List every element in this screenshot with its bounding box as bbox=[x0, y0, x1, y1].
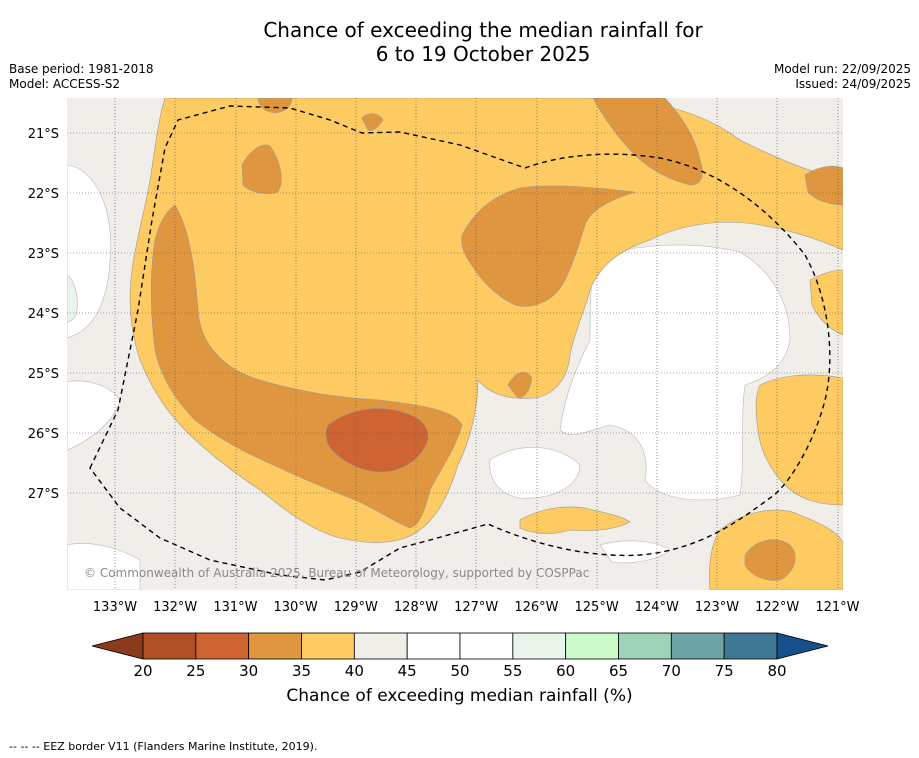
colorbar-segment bbox=[565, 632, 619, 660]
region-yellow-east-edge bbox=[809, 269, 843, 336]
region-white-southeast bbox=[599, 540, 671, 564]
colorbar-extend-high bbox=[776, 632, 829, 660]
colorbar-segment bbox=[195, 632, 250, 660]
colorbar-segment bbox=[459, 632, 514, 660]
lat-label: 22°S bbox=[28, 187, 59, 202]
lat-label: 21°S bbox=[28, 127, 59, 142]
title-line-2: 6 to 19 October 2025 bbox=[375, 42, 591, 66]
copyright-text: © Commonwealth of Australia 2025, Bureau… bbox=[84, 566, 589, 580]
region-orange-east-edge bbox=[804, 165, 843, 206]
gridlines bbox=[67, 98, 843, 590]
lat-label: 26°S bbox=[28, 427, 59, 442]
colorbar-tick: 70 bbox=[662, 662, 681, 680]
meta-left: Base period: 1981-2018 Model: ACCESS-S2 bbox=[9, 62, 154, 92]
colorbar-tick: 50 bbox=[450, 662, 469, 680]
issued-date: Issued: 24/09/2025 bbox=[795, 77, 911, 91]
lat-label: 25°S bbox=[28, 367, 59, 382]
model-run: Model run: 22/09/2025 bbox=[773, 62, 911, 76]
lat-label: 24°S bbox=[28, 307, 59, 322]
colorbar-tick: 45 bbox=[398, 662, 417, 680]
colorbar-extend-low bbox=[91, 632, 144, 660]
lon-label: 122°W bbox=[755, 600, 799, 615]
region-orange-small-n bbox=[241, 144, 282, 194]
lon-label: 132°W bbox=[153, 600, 197, 615]
colorbar: 20 25 30 35 40 45 50 55 60 65 70 75 80 bbox=[91, 632, 829, 680]
lon-label: 125°W bbox=[575, 600, 619, 615]
colorbar-segment bbox=[301, 632, 355, 660]
region-orange-north-centre bbox=[461, 185, 636, 307]
lat-label: 27°S bbox=[28, 487, 59, 502]
map-contours bbox=[67, 98, 843, 590]
colorbar-segment bbox=[406, 632, 461, 660]
colorbar-segment bbox=[670, 632, 725, 660]
meta-right: Model run: 22/09/2025 Issued: 24/09/2025 bbox=[774, 62, 911, 92]
colorbar-segment bbox=[353, 632, 408, 660]
lon-label: 123°W bbox=[695, 600, 739, 615]
colorbar-tick: 75 bbox=[715, 662, 734, 680]
region-orange-northeast bbox=[592, 98, 703, 186]
colorbar-tick: 20 bbox=[133, 662, 152, 680]
region-orange-southeast bbox=[744, 539, 796, 581]
region-white-left bbox=[67, 164, 112, 339]
model-name: Model: ACCESS-S2 bbox=[9, 77, 121, 91]
region-orange-top-spot bbox=[361, 113, 384, 131]
colorbar-tick: 25 bbox=[186, 662, 205, 680]
base-period: Base period: 1981-2018 bbox=[9, 62, 154, 76]
colorbar-tick: 80 bbox=[767, 662, 786, 680]
region-red-centre bbox=[325, 408, 429, 473]
title-line-1: Chance of exceeding the median rainfall … bbox=[263, 18, 703, 42]
region-yellow-east-blob bbox=[755, 374, 843, 506]
region-yellow-south bbox=[519, 506, 631, 534]
lon-label: 128°W bbox=[394, 600, 438, 615]
region-green-left bbox=[67, 274, 78, 323]
lon-label: 124°W bbox=[635, 600, 679, 615]
lon-label: 127°W bbox=[454, 600, 498, 615]
colorbar-segment bbox=[142, 632, 197, 660]
lon-labels: 133°W 132°W 131°W 130°W 129°W 128°W 127°W 126°W… bbox=[93, 600, 860, 615]
colorbar-segment bbox=[723, 632, 778, 660]
colorbar-segment bbox=[618, 632, 672, 660]
region-white-east bbox=[559, 244, 791, 501]
colorbar-tick: 55 bbox=[503, 662, 522, 680]
colorbar-tick: 40 bbox=[345, 662, 364, 680]
lon-label: 133°W bbox=[93, 600, 137, 615]
colorbar-tick: 65 bbox=[609, 662, 628, 680]
region-white-bottomleft bbox=[67, 543, 141, 590]
colorbar-tick: 60 bbox=[556, 662, 575, 680]
colorbar-tick: 35 bbox=[292, 662, 311, 680]
lon-label: 130°W bbox=[274, 600, 318, 615]
colorbar-label: Chance of exceeding median rainfall (%) bbox=[286, 686, 633, 706]
region-orange-top-left bbox=[257, 98, 293, 114]
lat-labels: 21°S 22°S 23°S 24°S 25°S 26°S 27°S bbox=[28, 127, 59, 502]
region-white-south bbox=[489, 446, 581, 499]
lat-label: 23°S bbox=[28, 247, 59, 262]
lon-label: 121°W bbox=[815, 600, 859, 615]
lon-label: 129°W bbox=[334, 600, 378, 615]
footnote: -- -- -- EEZ border V11 (Flanders Marine… bbox=[9, 740, 318, 753]
chart-title: Chance of exceeding the median rainfall … bbox=[0, 18, 919, 66]
colorbar-segment bbox=[248, 632, 302, 660]
colorbar-segment bbox=[512, 632, 567, 660]
region-orange-mid-spot bbox=[507, 372, 533, 399]
lon-label: 126°W bbox=[514, 600, 558, 615]
lon-label: 131°W bbox=[213, 600, 257, 615]
colorbar-tick: 30 bbox=[239, 662, 258, 680]
